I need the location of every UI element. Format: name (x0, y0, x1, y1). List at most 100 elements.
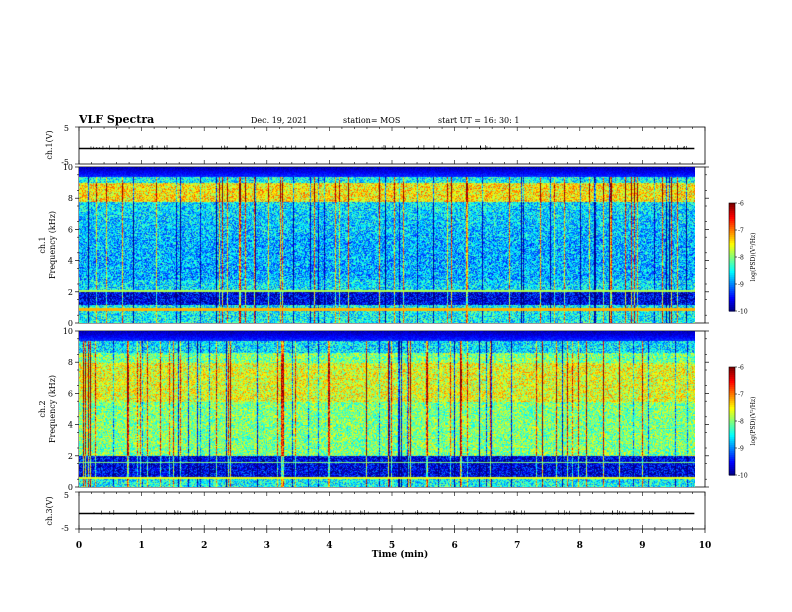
ch2-channel-label: ch.2 (38, 400, 47, 417)
colorbar-segment (729, 291, 735, 294)
ch3-waveform-panel: 5 -5 ch.3(V) (45, 491, 706, 533)
colorbar-segment (729, 205, 735, 208)
ch1-waveform-ylabel: ch.1(V) (45, 130, 54, 159)
colorbar-segment (729, 285, 735, 288)
colorbar-segment (729, 265, 735, 268)
colorbar-segment (729, 297, 735, 300)
frequency-tick-label: 8 (68, 194, 73, 203)
colorbar-segment (729, 381, 735, 384)
colorbar-segment (729, 211, 735, 214)
colorbar-segment (729, 425, 735, 428)
ch1-ytick-top: 5 (64, 124, 69, 133)
colorbar-segment (729, 369, 735, 372)
figure-title: VLF Spectra (78, 113, 154, 126)
colorbar-segment (729, 427, 735, 430)
colorbar-segment (729, 415, 735, 418)
colorbar-segment (729, 225, 735, 228)
colorbar-segment (729, 289, 735, 292)
colorbar-segment (729, 471, 735, 474)
frequency-tick-label: 0 (68, 483, 73, 492)
colorbar-segment (729, 457, 735, 460)
colorbar-segment (729, 389, 735, 392)
ch1-waveform-ticks (75, 126, 706, 165)
colorbar-segment (729, 213, 735, 216)
colorbar-segment (729, 405, 735, 408)
frequency-tick-label: 4 (68, 421, 73, 430)
time-tick-label: 8 (577, 541, 583, 551)
colorbar-segment (729, 393, 735, 396)
colorbar-segment (729, 409, 735, 412)
colorbar-segment (729, 273, 735, 276)
colorbar-segment (729, 283, 735, 286)
colorbar-segment (729, 299, 735, 302)
colorbar-segment (729, 269, 735, 272)
frequency-tick-label: 10 (63, 327, 73, 336)
frequency-tick-label: 0 (68, 319, 73, 328)
colorbar-segment (729, 431, 735, 434)
colorbar-segment (729, 207, 735, 210)
colorbar-segment (729, 439, 735, 442)
time-tick-label: 7 (514, 541, 520, 551)
frequency-tick-label: 8 (68, 358, 73, 367)
colorbar-segment (729, 271, 735, 274)
ch1-frequency-axis: 0 2 4 6 8 10 (63, 163, 709, 328)
colorbar-segment (729, 453, 735, 456)
colorbar-tick-label: -7 (738, 228, 744, 235)
frequency-tick-label: 2 (68, 452, 73, 461)
colorbar-segment (729, 385, 735, 388)
ch1-frequency-label: Frequency (kHz) (48, 211, 57, 279)
colorbar-tick-label: -7 (738, 392, 744, 399)
colorbar-segment (729, 441, 735, 444)
colorbar-tick-label: -10 (738, 309, 748, 316)
colorbar-segment (729, 295, 735, 298)
colorbar-segment (729, 235, 735, 238)
ch1-colorbar: -6 -7 -8 -9 -10 log(PSD)(V²/Hz) (728, 201, 757, 316)
colorbar-segment (729, 239, 735, 242)
colorbar-tick-label: -10 (738, 473, 748, 480)
colorbar-segment (729, 451, 735, 454)
colorbar-tick-label: -8 (738, 419, 744, 426)
ch2-spectrogram-image (79, 331, 695, 487)
colorbar-segment (729, 277, 735, 280)
colorbar-segment (729, 469, 735, 472)
colorbar-segment (729, 413, 735, 416)
colorbar-segment (729, 261, 735, 264)
colorbar-segment (729, 447, 735, 450)
frequency-tick-label: 10 (63, 163, 73, 172)
colorbar-segment (729, 433, 735, 436)
ch3-ytick-top: 5 (64, 491, 69, 500)
colorbar-segment (729, 257, 735, 260)
colorbar-segment (729, 287, 735, 290)
colorbar-segment (729, 223, 735, 226)
ch2-frequency-axis: 0 2 4 6 8 10 (63, 327, 709, 492)
colorbar-segment (729, 403, 735, 406)
ch1-ytick-bottom: -5 (61, 158, 69, 167)
colorbar-segment (729, 245, 735, 248)
colorbar-segment (729, 231, 735, 234)
colorbar-segment (729, 379, 735, 382)
ch3-waveform-ticks (75, 491, 706, 530)
colorbar-segment (729, 387, 735, 390)
colorbar-segment (729, 373, 735, 376)
colorbar-segment (729, 301, 735, 304)
ch1-spectrogram-image (79, 167, 695, 323)
start-time-label: start UT = 16: 30: 1 (438, 116, 519, 125)
ch1-waveform-frame (78, 126, 706, 165)
colorbar-segment (729, 263, 735, 266)
colorbar-segment (729, 241, 735, 244)
date-label: Dec. 19, 2021 (251, 116, 307, 125)
colorbar-segment (729, 259, 735, 262)
ch2-frequency-label: Frequency (kHz) (48, 375, 57, 443)
colorbar-segment (729, 303, 735, 306)
colorbar-segment (729, 445, 735, 448)
colorbar-tick-label: -8 (738, 255, 744, 262)
colorbar-segment (729, 203, 735, 206)
time-tick-label: 6 (451, 541, 457, 551)
colorbar-segment (729, 473, 735, 476)
colorbar-segment (729, 371, 735, 374)
colorbar-segment (729, 305, 735, 308)
time-axis-label: Time (min) (372, 549, 429, 560)
colorbar-tick-label: -6 (738, 201, 744, 208)
colorbar-tick-label: -9 (738, 446, 744, 453)
